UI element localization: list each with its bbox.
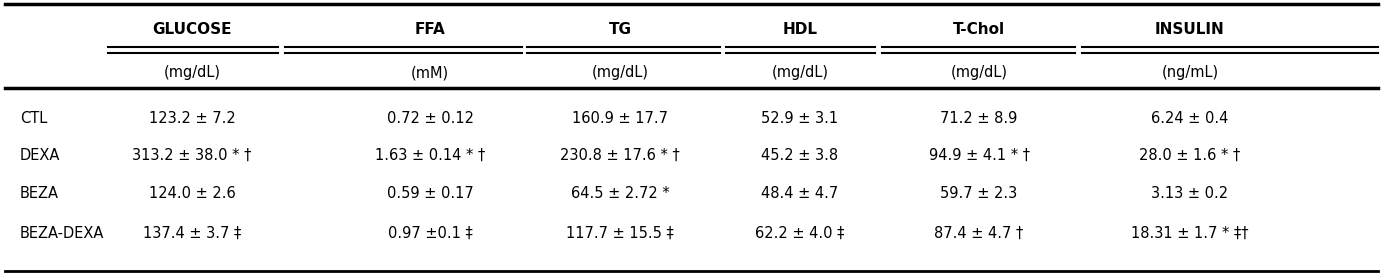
Text: 45.2 ± 3.8: 45.2 ± 3.8: [762, 148, 838, 162]
Text: DEXA: DEXA: [19, 148, 61, 162]
Text: (mg/dL): (mg/dL): [950, 65, 1007, 80]
Text: 71.2 ± 8.9: 71.2 ± 8.9: [940, 111, 1018, 125]
Text: T-Chol: T-Chol: [953, 22, 1006, 37]
Text: 6.24 ± 0.4: 6.24 ± 0.4: [1151, 111, 1228, 125]
Text: GLUCOSE: GLUCOSE: [152, 22, 231, 37]
Text: 48.4 ± 4.7: 48.4 ± 4.7: [762, 186, 839, 200]
Text: FFA: FFA: [414, 22, 446, 37]
Text: 230.8 ± 17.6 * †: 230.8 ± 17.6 * †: [560, 148, 680, 162]
Text: 123.2 ± 7.2: 123.2 ± 7.2: [148, 111, 235, 125]
Text: 52.9 ± 3.1: 52.9 ± 3.1: [762, 111, 838, 125]
Text: 64.5 ± 2.72 *: 64.5 ± 2.72 *: [571, 186, 669, 200]
Text: 117.7 ± 15.5 ‡: 117.7 ± 15.5 ‡: [566, 225, 674, 241]
Text: (ng/mL): (ng/mL): [1162, 65, 1219, 80]
Text: 18.31 ± 1.7 * ‡†: 18.31 ± 1.7 * ‡†: [1132, 225, 1249, 241]
Text: TG: TG: [608, 22, 632, 37]
Text: 313.2 ± 38.0 * †: 313.2 ± 38.0 * †: [133, 148, 252, 162]
Text: 3.13 ± 0.2: 3.13 ± 0.2: [1151, 186, 1228, 200]
Text: 62.2 ± 4.0 ‡: 62.2 ± 4.0 ‡: [755, 225, 845, 241]
Text: 160.9 ± 17.7: 160.9 ± 17.7: [572, 111, 668, 125]
Text: HDL: HDL: [783, 22, 817, 37]
Text: 94.9 ± 4.1 * †: 94.9 ± 4.1 * †: [928, 148, 1029, 162]
Text: (mg/dL): (mg/dL): [163, 65, 220, 80]
Text: 1.63 ± 0.14 * †: 1.63 ± 0.14 * †: [375, 148, 485, 162]
Text: (mg/dL): (mg/dL): [771, 65, 828, 80]
Text: (mM): (mM): [411, 65, 449, 80]
Text: 124.0 ± 2.6: 124.0 ± 2.6: [148, 186, 235, 200]
Text: BEZA-DEXA: BEZA-DEXA: [19, 225, 104, 241]
Text: (mg/dL): (mg/dL): [591, 65, 648, 80]
Text: 0.72 ± 0.12: 0.72 ± 0.12: [386, 111, 474, 125]
Text: BEZA: BEZA: [19, 186, 60, 200]
Text: 0.59 ± 0.17: 0.59 ± 0.17: [386, 186, 474, 200]
Text: INSULIN: INSULIN: [1155, 22, 1224, 37]
Text: 137.4 ± 3.7 ‡: 137.4 ± 3.7 ‡: [143, 225, 241, 241]
Text: CTL: CTL: [19, 111, 47, 125]
Text: 87.4 ± 4.7 †: 87.4 ± 4.7 †: [935, 225, 1024, 241]
Text: 59.7 ± 2.3: 59.7 ± 2.3: [940, 186, 1018, 200]
Text: 0.97 ±0.1 ‡: 0.97 ±0.1 ‡: [388, 225, 472, 241]
Text: 28.0 ± 1.6 * †: 28.0 ± 1.6 * †: [1140, 148, 1241, 162]
